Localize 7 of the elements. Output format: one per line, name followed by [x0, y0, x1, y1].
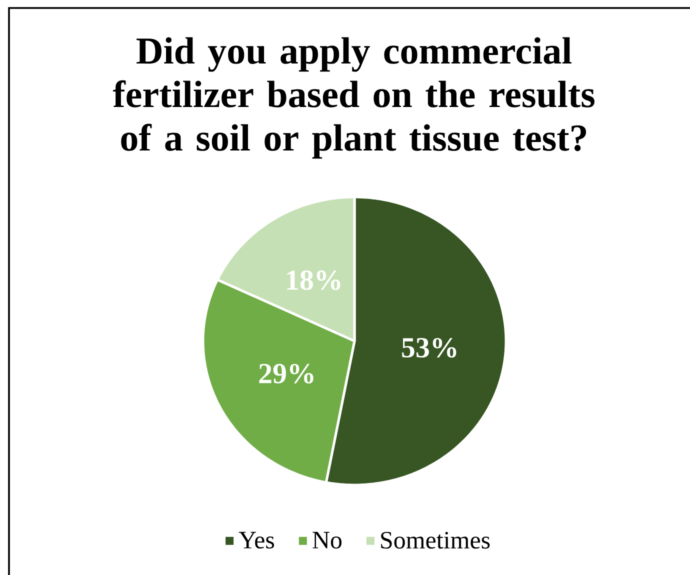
chart-title: Did you apply commercial fertilizer based on the results of a soil or plant tissue test? [112, 37, 594, 159]
legend-label: Sometimes [381, 532, 490, 549]
data-label: 29% [259, 364, 314, 384]
data-label: 18% [287, 270, 340, 290]
legend-label: No [312, 532, 342, 549]
legend-label: Yes [238, 532, 274, 549]
data-label: 53% [402, 338, 456, 358]
